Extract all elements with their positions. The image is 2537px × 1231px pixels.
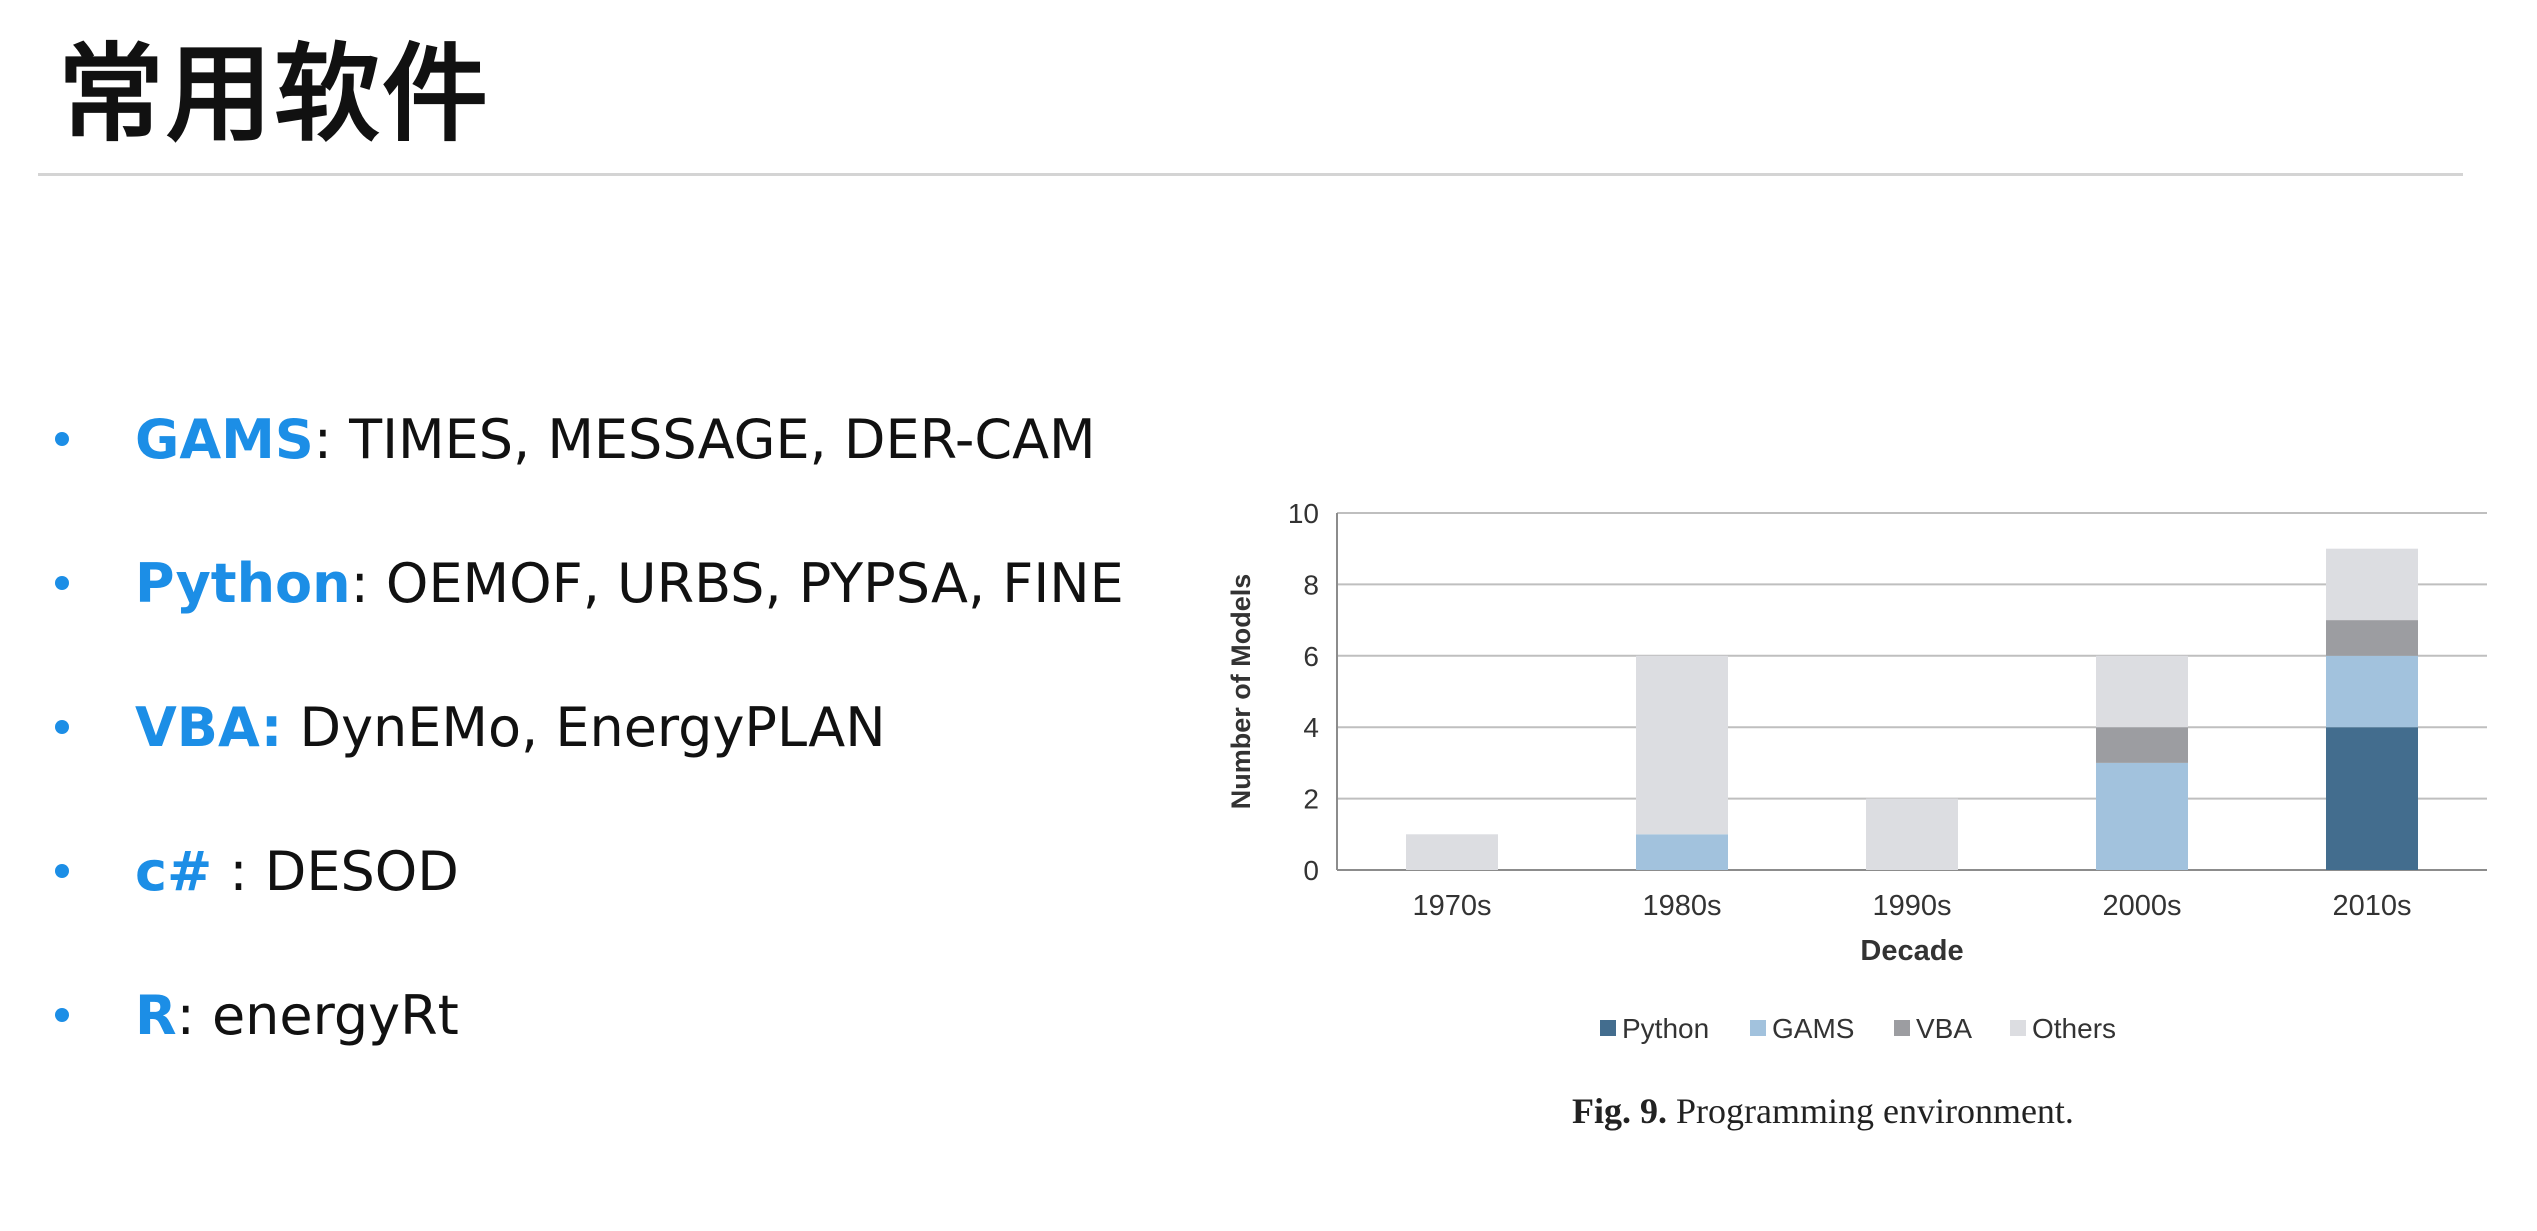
software-models: : OEMOF, URBS, PYPSA, FINE: [350, 552, 1124, 615]
software-keyword: VBA:: [135, 696, 283, 759]
software-models: : TIMES, MESSAGE, DER-CAM: [313, 408, 1096, 471]
x-tick-label: 1970s: [1412, 890, 1491, 922]
bullet-dot-icon: [55, 576, 69, 590]
legend-label: Python: [1622, 1013, 1709, 1044]
page-title: 常用软件: [58, 33, 490, 156]
bar-segment-gams: [2096, 762, 2188, 870]
caption-label: Fig. 9.: [1572, 1091, 1667, 1131]
y-tick-label: 8: [1303, 569, 1319, 600]
software-keyword: GAMS: [135, 408, 314, 471]
bullet-dot-icon: [55, 720, 69, 734]
x-tick-label: 2000s: [2102, 890, 2181, 922]
legend-swatch-others: [2010, 1020, 2026, 1036]
y-axis-title: Number of Models: [1226, 574, 1256, 810]
software-models: : DESOD: [212, 840, 459, 903]
caption-text: Programming environment.: [1667, 1091, 2074, 1131]
bar-segment-gams: [1636, 834, 1728, 870]
software-keyword: Python: [135, 552, 351, 615]
bar-segment-python: [2326, 727, 2418, 870]
bullet-dot-icon: [55, 1008, 69, 1022]
software-keyword: c#: [135, 840, 213, 903]
bullet-dot-icon: [55, 432, 69, 446]
y-tick-label: 2: [1303, 784, 1319, 815]
figure-caption: Fig. 9. Programming environment.: [1572, 1090, 2074, 1132]
bar-segment-vba: [2096, 727, 2188, 763]
legend-label: VBA: [1916, 1013, 1972, 1044]
y-tick-label: 0: [1303, 855, 1319, 886]
legend-label: GAMS: [1772, 1013, 1854, 1044]
software-models: : energyRt: [176, 984, 459, 1047]
software-models: DynEMo, EnergyPLAN: [282, 696, 886, 759]
legend-label: Others: [2032, 1013, 2116, 1044]
bar-segment-gams: [2326, 655, 2418, 728]
y-tick-label: 10: [1288, 498, 1319, 529]
bar-segment-others: [1636, 655, 1728, 835]
bar-segment-others: [1406, 834, 1498, 870]
title-divider: [38, 173, 2463, 176]
y-tick-label: 6: [1303, 641, 1319, 672]
software-keyword: R: [135, 984, 177, 1047]
bar-segment-others: [2096, 655, 2188, 728]
chart-svg: 0 2 4 6 8 10 1970s 1980s 1990s 2000s 2010s Decade Nu…: [1226, 498, 2487, 1044]
legend-swatch-python: [1600, 1020, 1616, 1036]
x-tick-label: 1980s: [1642, 890, 1721, 922]
bullet-dot-icon: [55, 864, 69, 878]
x-tick-label: 2010s: [2332, 890, 2411, 922]
stacked-bar-chart: 0 2 4 6 8 10 1970s 1980s 1990s 2000s 2010s Decade Nu…: [1200, 470, 2500, 1150]
bar-segment-others: [2326, 548, 2418, 621]
y-tick-label: 4: [1303, 712, 1319, 743]
bar-segment-others: [1866, 798, 1958, 870]
x-tick-label: 1990s: [1872, 890, 1951, 922]
legend-swatch-gams: [1750, 1020, 1766, 1036]
x-axis-title: Decade: [1860, 935, 1963, 967]
legend-swatch-vba: [1894, 1020, 1910, 1036]
bar-segment-vba: [2326, 620, 2418, 656]
